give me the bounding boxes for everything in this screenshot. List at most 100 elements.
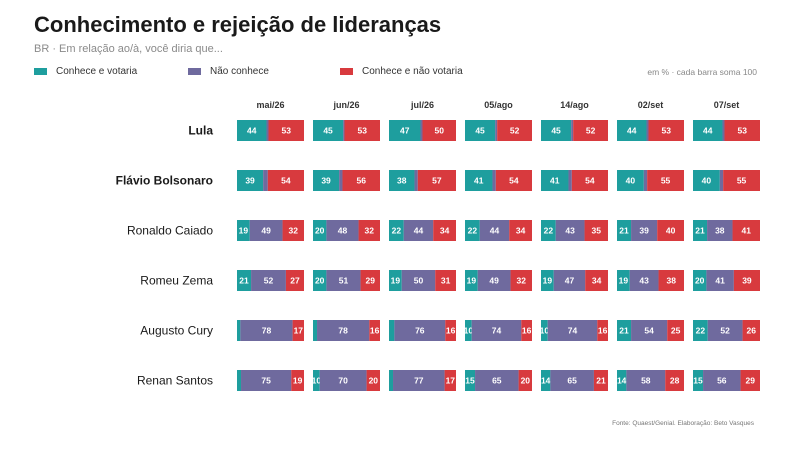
data-label: 19 [543,276,553,286]
bar-segment [313,120,344,141]
data-label: 10 [312,376,322,386]
data-label: 19 [467,276,477,286]
bar-segment [240,320,293,341]
data-label: 44 [247,126,257,136]
data-label: 38 [667,276,677,286]
bar-segment [317,320,370,341]
bar-segment [693,320,708,341]
bar-segment [667,320,684,341]
data-label: 44 [490,226,500,236]
bar-segment [313,320,318,341]
legend-swatch-votaria [34,68,47,75]
bar-segment [732,220,760,241]
bar-segment [703,370,741,391]
data-label: 38 [715,226,725,236]
bar-segment [237,370,242,391]
bar-segment [389,370,394,391]
bar-segment [573,120,608,141]
bar-segment [617,370,627,391]
bar-segment [237,320,241,341]
data-label: 21 [695,226,705,236]
bar-segment [541,370,551,391]
bar-segment [541,270,554,291]
legend-note: em % · cada barra soma 100 [647,67,757,77]
bar-segment [433,220,456,241]
bar-segment [541,170,569,191]
bar-segment [510,270,532,291]
bar-segment [541,120,572,141]
bar-segment [465,170,493,191]
bar-segment [343,120,345,141]
bar-segment [313,370,320,391]
bar-segment [445,320,456,341]
data-label: 56 [357,176,367,186]
bar-segment [657,220,684,241]
bar-segment [617,170,644,191]
bar-segment [617,270,630,291]
bar-segment [593,370,608,391]
bar-segment [360,270,380,291]
data-label: 21 [596,376,606,386]
legend-swatch-nao-votaria [340,68,353,75]
data-label: 48 [338,226,348,236]
bar-segment [646,120,649,141]
data-label: 41 [715,276,725,286]
bar-segment [414,170,418,191]
bar-segment [389,270,402,291]
row-label: Lula [188,124,213,138]
data-label: 56 [717,376,727,386]
data-label: 58 [641,376,651,386]
data-label: 41 [742,226,752,236]
data-label: 39 [639,226,649,236]
data-label: 21 [619,326,629,336]
data-label: 54 [281,176,291,186]
data-label: 19 [239,226,249,236]
bar-segment [617,320,632,341]
data-label: 22 [468,226,478,236]
bar-segment [629,270,659,291]
data-label: 52 [720,326,730,336]
data-label: 45 [323,126,333,136]
bar-segment [706,270,734,291]
bar-segment [237,270,252,291]
data-label: 74 [568,326,578,336]
data-label: 26 [747,326,757,336]
bar-segment [389,120,421,141]
bar-segment [435,270,456,291]
data-label: 32 [365,226,375,236]
column-label: 02/set [638,100,664,110]
data-label: 50 [435,126,445,136]
bar-segment [643,170,648,191]
legend-swatch-nao-conhece [188,68,201,75]
bar-segment [237,170,264,191]
data-label: 34 [516,226,526,236]
bar-segment [237,120,267,141]
bar-segment [647,170,684,191]
data-label: 15 [693,376,703,386]
data-label: 20 [695,276,705,286]
bar-segment [723,170,760,191]
bar-segment [465,370,476,391]
data-label: 38 [397,176,407,186]
row-label: Romeu Zema [140,274,213,288]
bar-segment [422,120,456,141]
data-label: 54 [509,176,519,186]
data-label: 25 [671,326,681,336]
data-label: 47 [565,276,575,286]
row-label: Ronaldo Caiado [127,224,213,238]
data-label: 14 [617,376,627,386]
data-label: 43 [639,276,649,286]
bar-segment [521,320,532,341]
bar-segment [420,120,423,141]
bar-segment [693,270,707,291]
bar-segment [465,270,478,291]
bar-segment [722,120,725,141]
bar-segment [344,120,380,141]
bar-segment [465,120,496,141]
bar-segment [648,120,684,141]
data-label: 29 [746,376,756,386]
data-label: 70 [338,376,348,386]
data-label: 65 [567,376,577,386]
bar-segment [394,320,446,341]
bar-segment [471,320,522,341]
